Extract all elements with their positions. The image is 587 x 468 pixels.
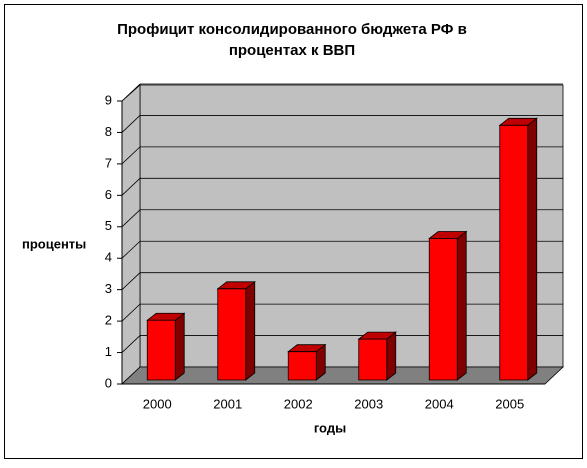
bar (287, 343, 327, 381)
bar-side (527, 117, 538, 381)
y-tick-label: 6 (105, 187, 112, 202)
grid-line (121, 240, 563, 259)
grid-line (121, 146, 563, 165)
x-tick-label: 2002 (284, 396, 313, 411)
y-tick-label: 5 (105, 218, 112, 233)
y-tick-label: 1 (105, 344, 112, 359)
y-axis-label: проценты (22, 236, 86, 251)
x-tick-label: 2004 (425, 396, 454, 411)
bar (146, 312, 186, 381)
y-tick-label: 0 (105, 375, 112, 390)
y-tick-label: 3 (105, 281, 112, 296)
bar-front (499, 124, 529, 381)
grid-line (121, 83, 563, 102)
chart-title: Профицит консолидированного бюджета РФ в (117, 21, 467, 38)
bar (498, 117, 538, 381)
floor (120, 366, 565, 385)
grid-line (121, 335, 563, 353)
grid-line (121, 177, 563, 196)
y-tick-label: 4 (105, 250, 112, 265)
bar-side (174, 312, 185, 381)
y-tick-label: 9 (105, 92, 112, 107)
bar (216, 280, 256, 381)
grid-line (121, 303, 563, 322)
grid-line (121, 115, 563, 133)
bar (428, 230, 468, 381)
bar-side (245, 280, 256, 381)
y-tick-label: 8 (105, 124, 112, 139)
grid-line (121, 272, 563, 290)
chart-title: процентах к ВВП (229, 42, 355, 59)
bar (357, 331, 397, 381)
x-tick-label: 2003 (354, 396, 383, 411)
bar-front (428, 238, 458, 381)
x-tick-label: 2005 (495, 396, 524, 411)
bar-front (287, 351, 317, 381)
y-tick-label: 2 (105, 313, 112, 328)
grid-line (121, 209, 563, 228)
x-tick-label: 2001 (213, 396, 242, 411)
bar-front (146, 319, 176, 381)
bar-side (386, 331, 397, 381)
bar-front (217, 288, 247, 381)
x-tick-label: 2000 (143, 396, 172, 411)
x-axis-label: годы (314, 420, 346, 435)
bar-front (358, 338, 388, 381)
bar-side (456, 230, 467, 381)
y-tick-label: 7 (105, 155, 112, 170)
